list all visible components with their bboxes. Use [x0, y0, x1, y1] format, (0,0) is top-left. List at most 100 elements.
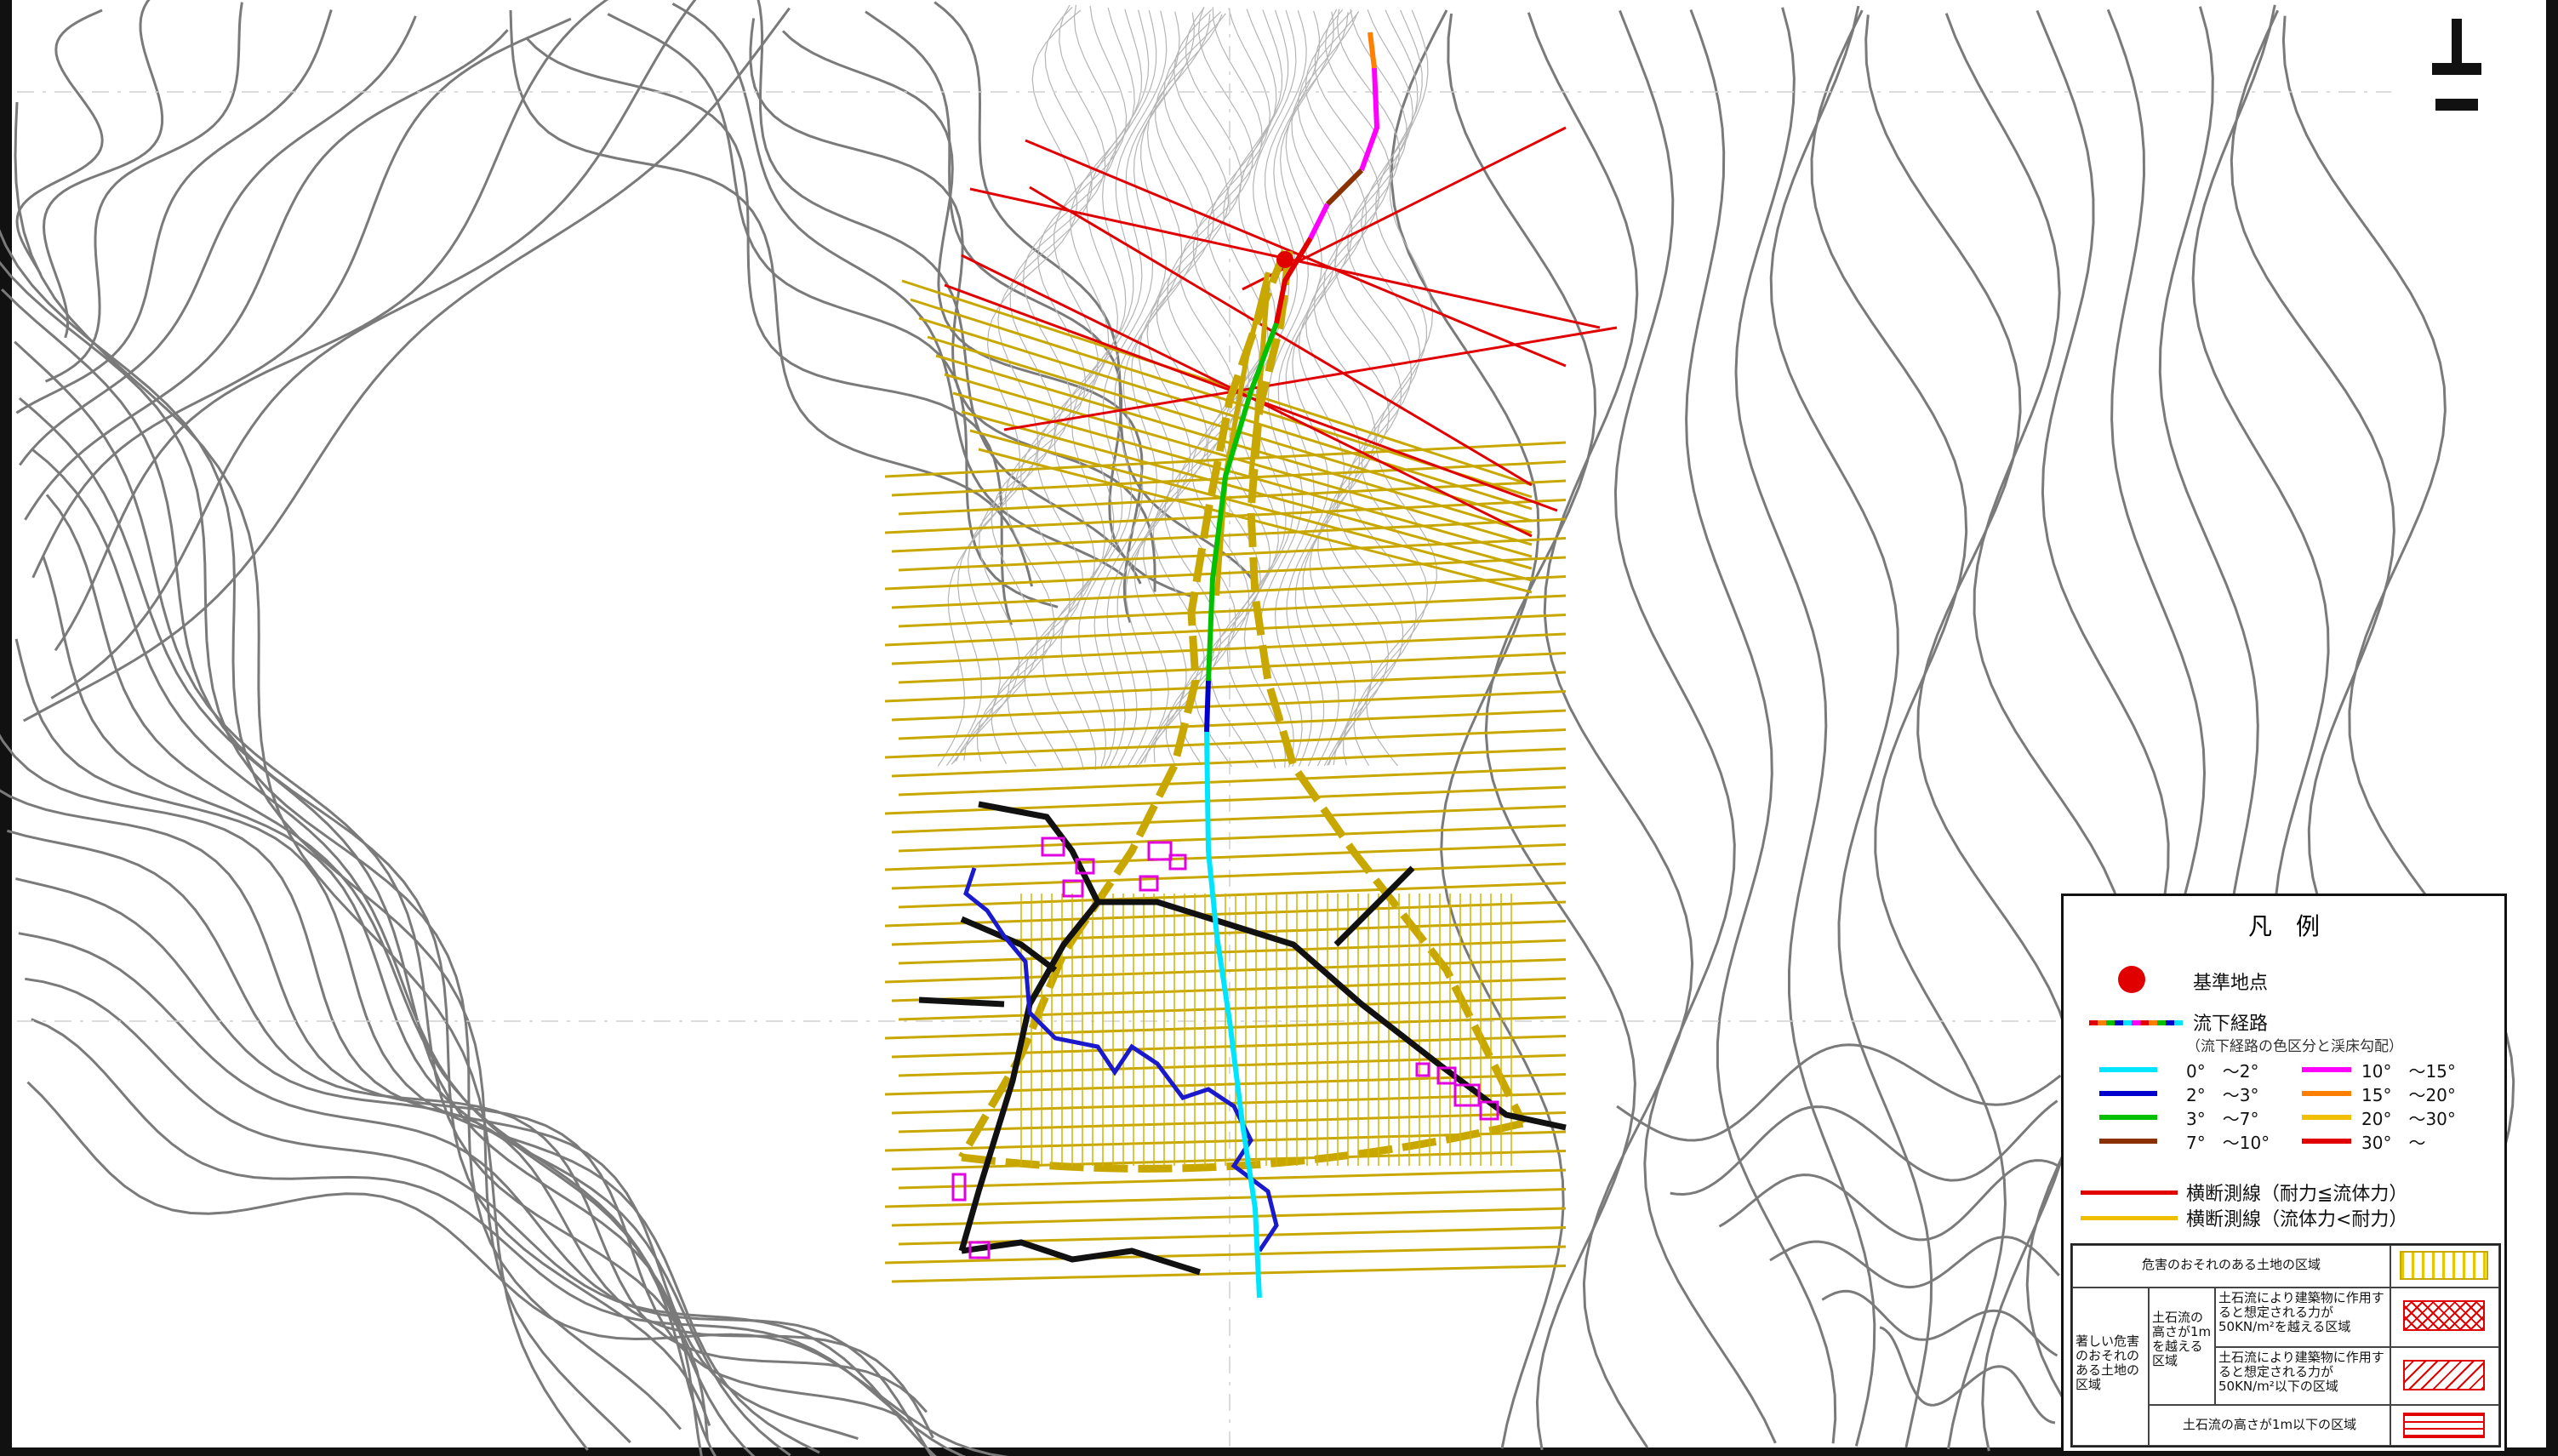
- dense-contour: [1286, 11, 1360, 767]
- contour-line: [509, 9, 1033, 587]
- contour-line: [0, 260, 682, 1430]
- height-under-swatch-cell: [2390, 1405, 2499, 1446]
- dense-contour: [1139, 6, 1253, 765]
- yellow-section: [891, 1265, 1567, 1283]
- yellow-section: [891, 862, 1567, 890]
- base-point-icon: [2118, 966, 2145, 993]
- river: [963, 867, 1279, 1253]
- yellow-section: [891, 575, 1567, 609]
- section-red-swatch: [2081, 1190, 2178, 1195]
- contour-line: [14, 638, 820, 1454]
- yellow-section: [898, 709, 1567, 740]
- contour-line: [26, 1081, 1010, 1456]
- yellow-section: [891, 632, 1567, 665]
- contour-line: [671, 2, 1125, 578]
- dense-contour: [1093, 14, 1223, 768]
- legend-section-yellow: 横断測線（流体力<耐力）: [2186, 1209, 2408, 1230]
- zone-severe-label: 著しい危害のおそれのある土地の区域: [2072, 1288, 2149, 1446]
- legend-title: 凡 例: [2247, 912, 2320, 940]
- force-over-swatch-cell: [2390, 1288, 2499, 1347]
- yellow-section: [952, 391, 1533, 558]
- red-section: [1003, 326, 1618, 431]
- dense-contour: [1243, 11, 1334, 768]
- contour-line: [15, 9, 104, 275]
- dense-contour: [976, 9, 1143, 762]
- dense-contour: [937, 9, 1082, 767]
- yellow-section: [891, 805, 1567, 834]
- contour-line: [1734, 7, 1876, 1447]
- slope-label-2: 3° ～7°: [2186, 1109, 2259, 1129]
- base-point-marker: [1276, 251, 1293, 268]
- contour-line: [607, 13, 1059, 608]
- slope-label-5: 15° ～20°: [2361, 1085, 2456, 1105]
- slope-swatch-6: [2302, 1115, 2351, 1120]
- contour-line: [14, 340, 709, 1442]
- red-section: [1025, 139, 1567, 368]
- flow-path-segment: [1204, 680, 1211, 733]
- contour-line: [757, 0, 1142, 585]
- yellow-section: [891, 1150, 1567, 1171]
- flow-path-segment: [1368, 31, 1377, 69]
- contour-line: [44, 2, 243, 383]
- contour-line: [24, 29, 509, 521]
- yellow-section: [898, 594, 1567, 628]
- contour-line: [865, 10, 1196, 600]
- contour-line: [934, 1, 1255, 582]
- yellow-section: [927, 335, 1533, 522]
- yellow-section: [884, 671, 1567, 703]
- flow-path-segment: [1206, 322, 1279, 682]
- contour-line: [1879, 1326, 2056, 1425]
- contour-line: [50, 0, 697, 699]
- contour-line: [14, 101, 589, 1451]
- yellow-section: [918, 317, 1533, 511]
- zone-caution-pattern: [2400, 1251, 2488, 1280]
- flow-path: [1204, 31, 1380, 1299]
- contour-line: [0, 229, 631, 1444]
- yellow-section: [884, 499, 1567, 534]
- zone-table: 危害のおそれのある土地の区域 著しい危害のおそれのある土地の区域 土石流の高さが…: [2070, 1243, 2501, 1447]
- yellow-section: [891, 747, 1567, 778]
- contour-line: [22, 7, 791, 722]
- contour-line: [45, 494, 756, 1456]
- yellow-section: [884, 728, 1567, 759]
- yellow-section: [891, 1035, 1567, 1059]
- contour-line: [42, 0, 164, 339]
- flow-path-segment: [1359, 67, 1380, 172]
- height-over-label: 土石流の高さが1mを越える区域: [2149, 1288, 2215, 1405]
- dense-contour: [953, 4, 1117, 763]
- contour-line: [749, 18, 1156, 592]
- slope-swatch-3: [2099, 1139, 2157, 1144]
- slope-label-3: 7° ～10°: [2186, 1133, 2270, 1153]
- yellow-section: [891, 690, 1567, 722]
- contour-line: [18, 397, 703, 1456]
- yellow-section: [898, 537, 1567, 572]
- yellow-section: [898, 1226, 1567, 1246]
- yellow-section: [961, 410, 1533, 570]
- contour-line: [1616, 1043, 2062, 1142]
- buildings: [951, 836, 1499, 1259]
- yellow-section: [891, 920, 1567, 946]
- slope-swatch-5: [2302, 1091, 2351, 1096]
- yellow-section: [884, 556, 1567, 591]
- dense-contour: [1274, 11, 1359, 768]
- contour-line: [1864, 14, 2076, 1452]
- yellow-section: [969, 429, 1533, 582]
- dense-contour: [951, 4, 1106, 765]
- slope-label-1: 2° ～3°: [2186, 1085, 2259, 1105]
- slope-label-0: 0° ～2°: [2186, 1061, 2259, 1082]
- yellow-section: [891, 977, 1567, 1002]
- red-section: [1029, 186, 1533, 487]
- slope-swatch-0: [2099, 1067, 2157, 1072]
- hazard-zone: [958, 249, 1527, 1173]
- yellow-section: [898, 652, 1567, 684]
- dense-contour: [955, 5, 1128, 762]
- contour-line: [1821, 1289, 2058, 1357]
- flow-path-segment: [1325, 168, 1364, 207]
- force-over-label: 土石流により建築物に作用すると想定される力が50KN/m²を越える区域: [2215, 1288, 2390, 1347]
- contour-line: [0, 789, 901, 1418]
- height-under-label: 土石流の高さが1m以下の区域: [2149, 1405, 2390, 1446]
- contour-line: [15, 877, 934, 1439]
- slope-swatch-2: [2099, 1115, 2157, 1120]
- flow-path-segment: [1204, 731, 1262, 1299]
